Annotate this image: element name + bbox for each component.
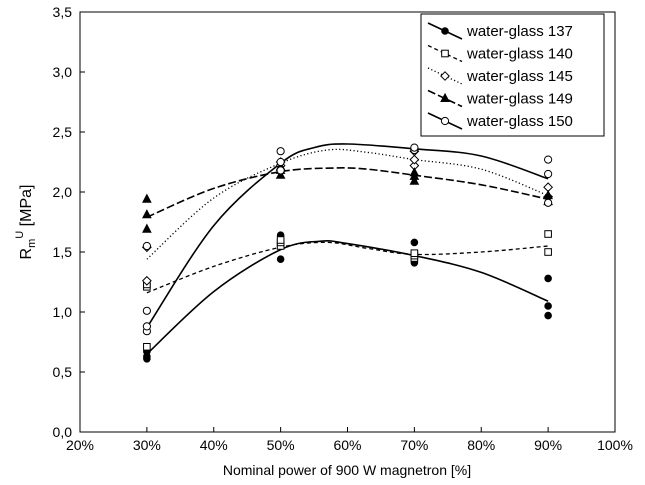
x-tick-label: 20% bbox=[66, 437, 94, 453]
x-tick-label: 80% bbox=[467, 437, 495, 453]
data-point-series-5 bbox=[142, 322, 151, 331]
legend-label: water-glass 149 bbox=[466, 91, 573, 108]
data-point-series-4 bbox=[142, 223, 152, 233]
data-point-series-2 bbox=[544, 248, 552, 256]
data-point-series-5 bbox=[276, 166, 285, 175]
y-axis-title-unit: [MPa] bbox=[18, 185, 35, 231]
data-point-series-2 bbox=[276, 236, 285, 244]
series-curve-2 bbox=[146, 241, 549, 294]
data-point-series-5 bbox=[142, 241, 151, 251]
series-curve-4 bbox=[146, 167, 549, 218]
x-tick-label: 40% bbox=[200, 437, 228, 453]
x-tick-label: 30% bbox=[133, 437, 161, 453]
y-tick-label: 2,5 bbox=[53, 124, 73, 140]
data-point-series-5 bbox=[276, 157, 285, 167]
data-point-series-1 bbox=[544, 274, 552, 283]
legend-marker bbox=[441, 27, 449, 35]
legend-line-sample bbox=[427, 44, 463, 63]
data-point-series-4 bbox=[409, 167, 420, 177]
y-tick-label: 1,5 bbox=[53, 244, 73, 260]
x-tick-label: 100% bbox=[597, 437, 633, 453]
legend-marker bbox=[440, 92, 450, 102]
y-tick-label: 0,5 bbox=[53, 364, 73, 380]
legend-marker bbox=[440, 116, 450, 126]
data-point-series-1 bbox=[544, 302, 552, 310]
data-point-series-1 bbox=[276, 255, 285, 264]
y-tick-label: 3,0 bbox=[53, 64, 73, 80]
data-point-series-5 bbox=[544, 198, 553, 207]
y-axis-title-sup: U bbox=[14, 231, 26, 239]
data-point-series-4 bbox=[142, 193, 152, 203]
y-tick-label: 3,5 bbox=[53, 4, 73, 20]
x-tick-label: 60% bbox=[333, 437, 361, 453]
y-tick-label: 1,0 bbox=[53, 304, 73, 320]
data-point-series-2 bbox=[544, 230, 552, 238]
data-point-series-4 bbox=[142, 209, 152, 219]
series-curve-1 bbox=[146, 240, 549, 355]
data-point-series-2 bbox=[410, 249, 419, 257]
legend: water-glass 137 water-glass 140 water-glas… bbox=[420, 13, 605, 137]
data-point-series-4 bbox=[409, 175, 420, 185]
legend-label: water-glass 145 bbox=[466, 68, 573, 85]
y-axis-title-main: R bbox=[18, 248, 35, 260]
legend-label: water-glass 140 bbox=[466, 46, 573, 63]
x-tick-label: 70% bbox=[400, 437, 428, 453]
y-axis-title: RmU [MPa] bbox=[14, 185, 38, 260]
y-axis-title-sub: m bbox=[26, 239, 38, 248]
legend-marker bbox=[440, 71, 450, 81]
data-point-series-1 bbox=[410, 238, 419, 247]
data-point-series-4 bbox=[543, 189, 553, 200]
svg-text:RmU [MPa]: RmU [MPa] bbox=[14, 185, 38, 260]
legend-label: water-glass 150 bbox=[466, 113, 573, 130]
data-point-series-5 bbox=[142, 306, 151, 315]
data-point-series-1 bbox=[544, 311, 552, 320]
fitted-curves bbox=[146, 143, 549, 355]
data-point-series-5 bbox=[276, 147, 285, 156]
x-tick-label: 90% bbox=[534, 437, 562, 453]
x-tick-label: 50% bbox=[267, 437, 295, 453]
data-point-series-3 bbox=[141, 275, 152, 286]
data-point-series-5 bbox=[410, 143, 419, 152]
legend-marker bbox=[441, 49, 449, 58]
data-point-series-5 bbox=[544, 169, 553, 179]
data-markers bbox=[141, 143, 554, 363]
data-point-series-3 bbox=[409, 154, 420, 165]
x-axis-title: Nominal power of 900 W magnetron [%] bbox=[223, 462, 471, 478]
series-curve-3 bbox=[146, 148, 549, 260]
data-point-series-5 bbox=[544, 155, 553, 164]
series-curve-5 bbox=[146, 143, 549, 329]
legend-label: water-glass 137 bbox=[466, 23, 573, 40]
axis-ticks: 20% 30% 40% 50% 60% 70% 80% 90% 100% 0,0 0,5 1,0 1,5… bbox=[53, 4, 633, 453]
data-point-series-2 bbox=[143, 343, 151, 351]
y-tick-label: 0,0 bbox=[53, 424, 73, 440]
y-tick-label: 2,0 bbox=[53, 184, 73, 200]
